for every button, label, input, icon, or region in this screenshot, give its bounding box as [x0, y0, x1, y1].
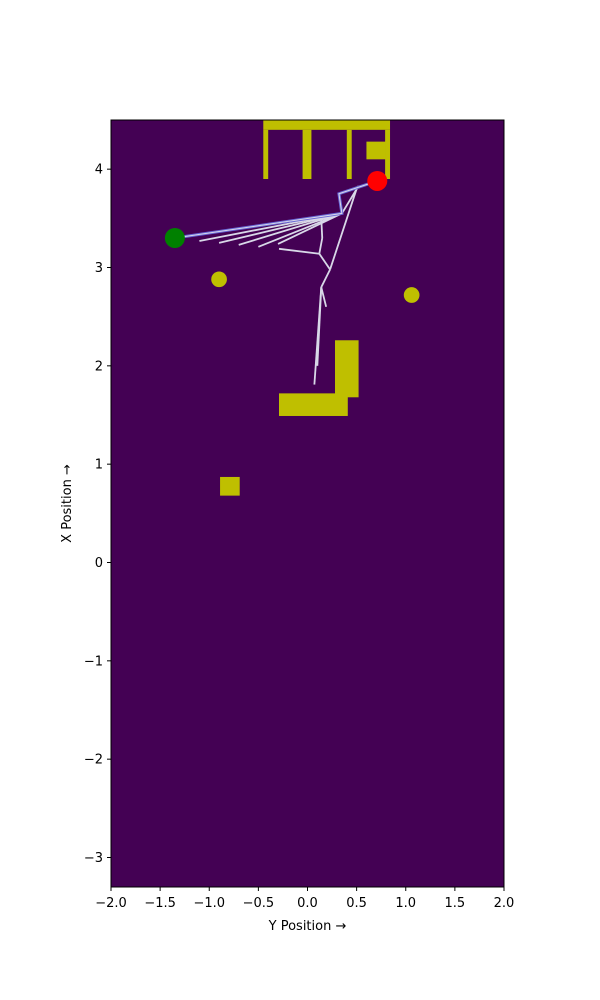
- x-tick-label: 2.0: [494, 896, 515, 911]
- tree-edge: [277, 212, 343, 245]
- marker-layer: [164, 170, 388, 248]
- tree-edge: [318, 253, 331, 270]
- obstacle-circle: [403, 287, 420, 303]
- x-tick-label: −2.0: [95, 896, 127, 911]
- y-tick-label: 4: [95, 163, 103, 178]
- tree-edge: [313, 287, 323, 385]
- tree-edge: [278, 247, 320, 255]
- x-axis-ticks: −2.0 −1.5 −1.0 −0.5 0.0 0.5 1.0 1.5 2.0: [95, 887, 514, 911]
- obstacle-rect: [335, 340, 359, 398]
- x-tick-label: −0.5: [243, 896, 275, 911]
- x-tick-label: −1.5: [144, 896, 176, 911]
- x-axis-label: Y Position →: [268, 919, 347, 934]
- obstacle-rect: [263, 129, 269, 179]
- y-tick-label: −3: [84, 851, 103, 866]
- tree-edge: [320, 218, 324, 239]
- tree-edge: [320, 269, 331, 288]
- obstacle-rect: [346, 129, 352, 179]
- path-line: [174, 180, 378, 239]
- tree-edge: [318, 237, 324, 254]
- obstacle-rect: [366, 141, 387, 160]
- x-tick-label: 1.5: [445, 896, 466, 911]
- goal-marker: [367, 170, 388, 191]
- x-tick-label: 1.0: [395, 896, 416, 911]
- y-tick-label: 3: [95, 261, 103, 276]
- y-tick-label: −2: [84, 753, 103, 768]
- start-marker: [164, 228, 185, 248]
- tree-edge: [238, 212, 343, 246]
- y-tick-label: −1: [84, 654, 103, 669]
- tree-edge: [329, 188, 358, 270]
- y-tick-label: 0: [95, 556, 103, 571]
- obstacle-rect: [263, 120, 391, 130]
- tree-edge: [258, 212, 343, 248]
- obstacle-rect: [220, 476, 240, 496]
- obstacle-layer: [211, 120, 420, 496]
- x-tick-label: −1.0: [193, 896, 225, 911]
- tree-edge: [320, 286, 328, 308]
- x-tick-label: 0.0: [297, 896, 318, 911]
- obstacle-rect: [385, 129, 391, 179]
- y-axis-ticks: −3 −2 −1 0 1 2 3 4: [84, 163, 111, 866]
- y-axis-label: X Position →: [60, 464, 75, 543]
- x-tick-label: 0.5: [346, 896, 367, 911]
- obstacle-rect: [279, 393, 348, 416]
- y-tick-label: 1: [95, 458, 103, 473]
- path-layer: [174, 179, 378, 240]
- obstacle-circle: [211, 271, 227, 288]
- y-tick-label: 2: [95, 359, 103, 374]
- obstacle-rect: [302, 129, 312, 179]
